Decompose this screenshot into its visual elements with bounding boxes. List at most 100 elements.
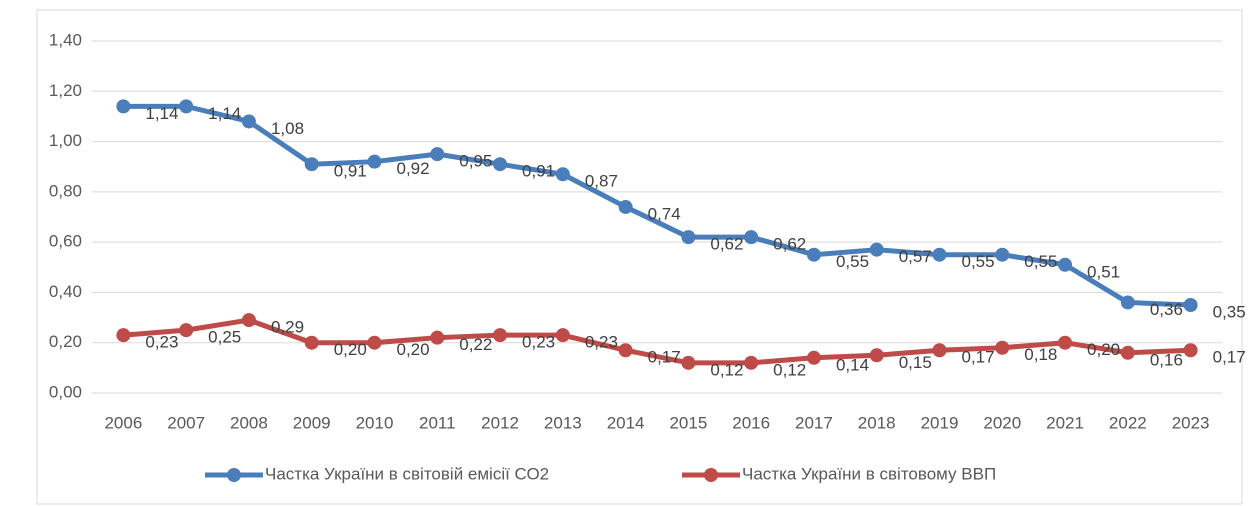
data-label: 0,23	[522, 333, 555, 352]
marker	[869, 348, 884, 363]
data-label: 0,18	[1024, 345, 1057, 364]
x-tick-label: 2018	[858, 413, 896, 432]
data-label: 1,08	[271, 119, 304, 138]
marker	[304, 157, 319, 172]
marker	[555, 328, 570, 343]
marker	[1058, 257, 1073, 272]
data-label: 0,15	[899, 353, 932, 372]
legend-marker	[227, 468, 241, 482]
x-tick-label: 2012	[481, 413, 519, 432]
x-tick-label: 2013	[544, 413, 582, 432]
marker	[179, 99, 194, 114]
data-label: 0,62	[710, 235, 743, 254]
data-label: 0,51	[1087, 262, 1120, 281]
marker	[806, 350, 821, 365]
data-label: 0,17	[962, 348, 995, 367]
data-label: 0,12	[773, 360, 806, 379]
marker	[681, 355, 696, 370]
marker	[367, 335, 382, 350]
x-tick-label: 2011	[419, 413, 456, 432]
marker	[304, 335, 319, 350]
marker	[995, 340, 1010, 355]
x-tick-label: 2023	[1172, 413, 1210, 432]
marker	[806, 247, 821, 262]
marker	[241, 313, 256, 328]
y-tick-label: 0,80	[49, 181, 82, 200]
data-label: 0,62	[773, 235, 806, 254]
y-tick-label: 1,20	[49, 81, 82, 100]
data-label: 0,91	[334, 162, 367, 181]
y-tick-label: 0,60	[49, 232, 82, 251]
data-label: 0,74	[648, 204, 681, 223]
marker	[116, 99, 131, 114]
data-label: 0,14	[836, 355, 869, 374]
data-label: 0,29	[271, 318, 304, 337]
x-tick-label: 2019	[921, 413, 959, 432]
y-tick-label: 1,00	[49, 131, 82, 150]
marker	[1120, 295, 1135, 310]
marker	[1183, 298, 1198, 312]
y-tick-label: 0,20	[49, 332, 82, 351]
data-label: 0,20	[334, 340, 367, 359]
marker	[493, 157, 508, 172]
data-label: 0,55	[962, 252, 995, 271]
data-label: 0,57	[899, 247, 932, 266]
marker	[493, 328, 508, 343]
marker	[869, 242, 884, 257]
data-label: 0,17	[1213, 348, 1246, 367]
marker	[744, 230, 759, 245]
marker	[241, 114, 256, 129]
marker	[932, 247, 947, 262]
data-label: 0,20	[1087, 340, 1120, 359]
y-tick-label: 0,00	[49, 382, 82, 401]
x-tick-label: 2007	[167, 413, 205, 432]
marker	[367, 154, 382, 169]
x-tick-label: 2009	[293, 413, 331, 432]
data-label: 0,55	[1024, 252, 1057, 271]
data-label: 1,14	[145, 104, 178, 123]
marker	[179, 323, 194, 338]
marker	[1058, 335, 1073, 350]
data-label: 0,12	[710, 360, 743, 379]
data-label: 0,25	[208, 328, 241, 347]
data-label: 0,55	[836, 252, 869, 271]
data-label: 1,14	[208, 104, 241, 123]
marker	[116, 328, 131, 343]
marker	[618, 343, 633, 358]
y-tick-label: 0,40	[49, 282, 82, 301]
data-label: 0,36	[1150, 300, 1183, 319]
marker	[744, 355, 759, 370]
x-tick-label: 2010	[356, 413, 394, 432]
series-line	[123, 103, 1191, 308]
data-label: 0,16	[1150, 350, 1183, 369]
marker	[1120, 345, 1135, 360]
x-tick-label: 2014	[607, 413, 645, 432]
x-tick-label: 2020	[983, 413, 1021, 432]
marker	[555, 167, 570, 182]
data-label: 0,22	[459, 335, 492, 354]
data-label: 0,87	[585, 172, 618, 191]
legend-marker	[704, 468, 718, 482]
marker	[932, 343, 947, 358]
x-tick-label: 2021	[1046, 413, 1084, 432]
marker	[618, 199, 633, 214]
data-label: 0,95	[459, 152, 492, 171]
x-tick-label: 2008	[230, 413, 268, 432]
series-line	[123, 317, 1191, 366]
data-label: 0,23	[145, 333, 178, 352]
legend-label: Частка України в світовому ВВП	[742, 464, 996, 483]
data-label: 0,23	[585, 333, 618, 352]
data-label: 0,91	[522, 162, 555, 181]
marker	[430, 147, 445, 162]
x-tick-label: 2022	[1109, 413, 1147, 432]
marker	[1183, 343, 1198, 358]
x-tick-label: 2017	[795, 413, 833, 432]
x-tick-label: 2006	[104, 413, 142, 432]
x-tick-label: 2016	[732, 413, 770, 432]
chart-border	[36, 9, 1243, 505]
marker	[995, 247, 1010, 262]
data-label: 0,17	[648, 348, 681, 367]
data-label: 0,35	[1213, 302, 1246, 321]
